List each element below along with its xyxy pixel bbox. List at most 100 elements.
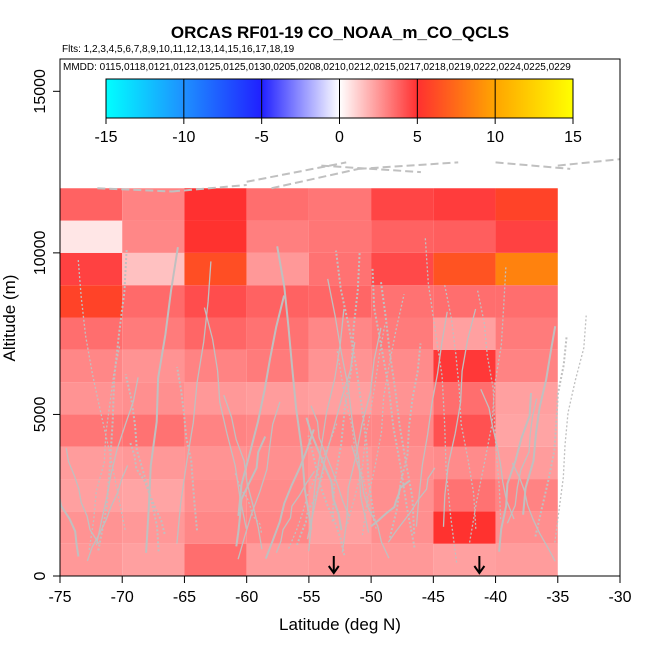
flight-track: [264, 429, 315, 559]
heatmap-cell: [433, 317, 496, 350]
heatmap-cell: [495, 446, 558, 480]
heatmap-cell: [122, 382, 185, 415]
heatmap-cell: [433, 285, 496, 318]
heatmap-cell: [246, 479, 309, 512]
flight-track: [95, 377, 139, 546]
heatmap-cell: [308, 285, 372, 318]
flight-track: [237, 401, 281, 560]
flight-track: [306, 342, 356, 540]
flight-track: [176, 366, 198, 531]
x-tick-label: -60: [235, 589, 258, 606]
heatmap-cell: [495, 220, 558, 253]
heatmap-cell: [60, 285, 123, 318]
flight-track: [97, 187, 173, 193]
heatmap-cell: [60, 479, 123, 512]
flight-track: [296, 463, 326, 546]
flight-track: [387, 467, 436, 543]
heatmap-cell: [122, 220, 185, 253]
heatmap-cells: [60, 188, 558, 576]
flight-track: [86, 465, 129, 562]
flight-track: [145, 247, 179, 553]
heatmap-cell: [246, 252, 309, 286]
flight-track: [124, 374, 160, 552]
flight-tracks: [60, 158, 620, 563]
heatmap-cell: [122, 317, 185, 350]
down-arrow-head: [473, 565, 486, 575]
flight-track: [371, 267, 416, 548]
flight-track: [237, 295, 286, 516]
heatmap-cell: [122, 349, 185, 383]
down-arrow-head: [327, 565, 340, 575]
flight-track: [506, 398, 538, 524]
heatmap-cell: [371, 382, 434, 415]
heatmap-cell: [433, 252, 496, 286]
x-tick-label: -35: [546, 589, 569, 606]
y-tick-label: 15000: [32, 69, 49, 114]
colorbar-tick-label: 15: [564, 129, 582, 146]
x-tick-label: -70: [111, 589, 134, 606]
heatmap-cell: [308, 252, 372, 286]
x-tick-label: -55: [297, 589, 320, 606]
flight-track: [361, 294, 405, 536]
heatmap-cell: [184, 317, 247, 350]
heatmap-cell: [433, 479, 496, 512]
flight-track: [388, 343, 422, 539]
flight-track: [468, 266, 507, 543]
flight-track: [557, 158, 620, 167]
heatmap-cell: [122, 188, 185, 221]
heatmap-cell: [122, 511, 185, 544]
flight-track: [176, 261, 212, 544]
flight-track: [358, 161, 459, 170]
flight-track: [235, 436, 267, 547]
flight-track: [275, 470, 316, 554]
flight-track: [88, 345, 121, 550]
y-axis: 0 5000 10000 15000: [32, 69, 60, 580]
x-tick-label: -50: [360, 589, 383, 606]
colorbar-ticks: -15 -10 -5 0 5 10 15: [94, 79, 582, 146]
flight-track: [308, 309, 345, 552]
chart-title: ORCAS RF01-19 CO_NOAA_m_CO_QCLS: [171, 23, 509, 42]
flights-label: Flts: 1,2,3,4,5,6,7,8,9,10,11,12,13,14,1…: [62, 44, 295, 55]
latitude-markers: [327, 556, 486, 575]
heatmap-cell: [122, 543, 185, 576]
heatmap-cell: [122, 285, 185, 318]
plot-frame: [59, 58, 621, 577]
flight-track: [60, 495, 80, 557]
heatmap-cell: [433, 511, 496, 544]
heatmap-cell: [60, 188, 123, 221]
flight-track: [379, 281, 416, 534]
heatmap-cell: [60, 220, 123, 253]
heatmap-cell: [184, 543, 247, 576]
flight-track: [498, 392, 532, 552]
x-tick-label: -40: [484, 589, 507, 606]
flight-track: [97, 248, 128, 551]
dates-label: MMDD: 0115,0118,0121,0123,0125,0125,0130…: [63, 62, 571, 73]
flight-track: [346, 324, 386, 524]
heatmap-cell: [371, 188, 434, 221]
x-axis-label: Latitude (deg N): [279, 615, 401, 634]
heatmap-cell: [433, 414, 496, 447]
flight-track: [305, 417, 343, 531]
heatmap-cell: [495, 511, 558, 544]
colorbar-tick-label: 10: [486, 129, 504, 146]
heatmap-cell: [246, 446, 309, 480]
colorbar-tick-label: -10: [172, 129, 195, 146]
heatmap-cell: [246, 188, 309, 221]
flight-track: [307, 435, 346, 556]
flight-track: [288, 423, 338, 549]
heatmap-cell: [308, 349, 372, 383]
heatmap-cell: [433, 220, 496, 253]
heatmap-cell: [308, 220, 372, 253]
heatmap-cell: [371, 349, 434, 383]
flight-track: [271, 167, 359, 190]
flight-track: [442, 308, 477, 527]
flight-track: [203, 307, 247, 529]
heatmap-cell: [308, 382, 372, 415]
flight-track: [415, 311, 448, 527]
flight-track: [495, 161, 571, 170]
flight-track: [534, 336, 568, 537]
colorbar-tick-label: -5: [255, 129, 269, 146]
heatmap-cell: [371, 543, 434, 576]
flight-track: [331, 251, 361, 522]
heatmap-cell: [371, 220, 434, 253]
